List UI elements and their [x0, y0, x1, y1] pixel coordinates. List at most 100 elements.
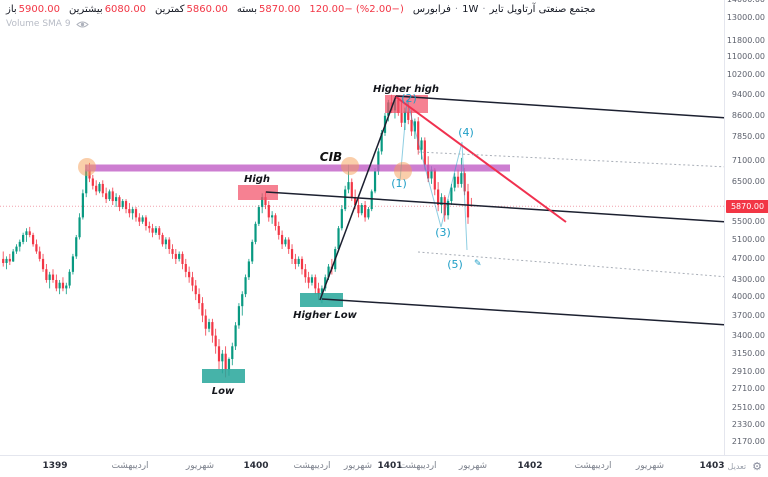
candle-body [2, 258, 5, 263]
candle-body [158, 228, 161, 235]
candle [257, 205, 260, 227]
pencil-icon: ✎ [474, 259, 482, 269]
candle-body [217, 346, 221, 362]
candle [28, 226, 31, 238]
candle [131, 207, 134, 220]
candle [466, 183, 470, 224]
candle-body [317, 288, 320, 295]
candle-body [367, 209, 370, 218]
candle [450, 183, 453, 206]
market-label: فرابورس [412, 4, 451, 15]
candle-body [25, 231, 28, 235]
candle [184, 258, 187, 278]
cib-label: CIB [320, 150, 342, 164]
candle [61, 277, 65, 292]
candle-body [38, 251, 41, 259]
candle-body [456, 176, 460, 184]
high-label: بیشترین [69, 4, 103, 15]
candle [304, 264, 307, 283]
eye-icon[interactable] [75, 20, 89, 29]
candle-body [8, 258, 11, 262]
candle-body [181, 253, 184, 265]
candle [340, 205, 343, 231]
candle-body [171, 249, 174, 254]
time-tick-month: شهریور [185, 461, 215, 471]
candle-body [144, 217, 148, 227]
candle [423, 137, 426, 170]
candle [91, 174, 94, 190]
candle [254, 221, 257, 245]
candle [55, 274, 58, 292]
candle [247, 258, 250, 280]
candle [178, 251, 181, 262]
candle-body [403, 111, 407, 123]
candle [144, 215, 148, 231]
candle-body [234, 325, 237, 347]
candle [22, 232, 25, 245]
candle-body [294, 258, 297, 265]
candle-body [357, 205, 360, 214]
candle-body [237, 306, 241, 326]
candle [314, 274, 317, 295]
symbol-name[interactable]: مجتمع صنعتی آرتاویل تایر [489, 4, 596, 15]
time-axis[interactable]: 1399 اردیبهشت شهریور 1400 اردیبهشت شهریور 1401… [0, 455, 768, 477]
candle [231, 342, 234, 366]
candle-body [284, 239, 287, 245]
candle-body [71, 256, 75, 272]
candle [18, 239, 21, 252]
candle-body [327, 266, 330, 278]
open-value: 5900.00 [18, 4, 61, 15]
timeframe-label[interactable]: 1W [462, 4, 479, 15]
candle-body [440, 197, 443, 206]
candle-body [227, 359, 231, 370]
candle-body [337, 228, 340, 250]
candle-body [108, 191, 111, 200]
wave-line [399, 99, 468, 251]
candle-body [290, 249, 294, 259]
ohlc-open: باز 5900.00 [6, 4, 60, 15]
candle-body [257, 207, 260, 224]
candle [164, 237, 167, 250]
candle [373, 167, 377, 194]
drawings-layer: Higher high High Higher Low Low CIB (1) (2) (3)… [0, 84, 729, 397]
candle-body [111, 191, 114, 202]
red-trendline [395, 96, 567, 223]
price-axis[interactable]: 5870.00 14000.00 13000.00 11800.00 11000.00… [724, 0, 768, 455]
price-tick: 10200.00 [726, 70, 765, 80]
indicator-title[interactable]: Volume SMA 9 [6, 19, 71, 29]
candle-body [377, 151, 380, 172]
candle [433, 167, 436, 196]
candle-body [453, 176, 456, 188]
candle [201, 297, 204, 323]
candle-body [161, 234, 164, 245]
price-tick: 13000.00 [726, 12, 765, 22]
candle-body [134, 209, 138, 218]
candle [191, 271, 194, 292]
wave-label: (3) [435, 226, 451, 239]
candle-body [280, 234, 284, 245]
dotted-projection-line [417, 251, 729, 278]
candle-body [350, 182, 353, 198]
gear-icon[interactable]: ⚙ [752, 460, 762, 473]
candle [141, 215, 144, 224]
candle [297, 256, 300, 267]
price-tick: 3400.00 [731, 330, 765, 340]
indicator-legend: Volume SMA 9 [6, 19, 89, 29]
highlight-circle [341, 157, 359, 175]
adjust-toggle[interactable]: تعدیل [727, 462, 747, 471]
candle [357, 197, 360, 218]
ohlc-close: بسته 5870.00 [237, 4, 300, 15]
candle-body [224, 353, 227, 370]
price-tick: 3150.00 [731, 348, 765, 358]
candle-body [174, 253, 177, 259]
price-tick: 5500.00 [731, 216, 765, 226]
candle [118, 195, 121, 212]
black-trendline [265, 191, 729, 223]
candle-body [48, 274, 51, 280]
candle [81, 189, 84, 220]
candle-body [68, 271, 71, 286]
candle-body [320, 288, 324, 295]
candle [105, 187, 108, 204]
candle [294, 253, 297, 270]
